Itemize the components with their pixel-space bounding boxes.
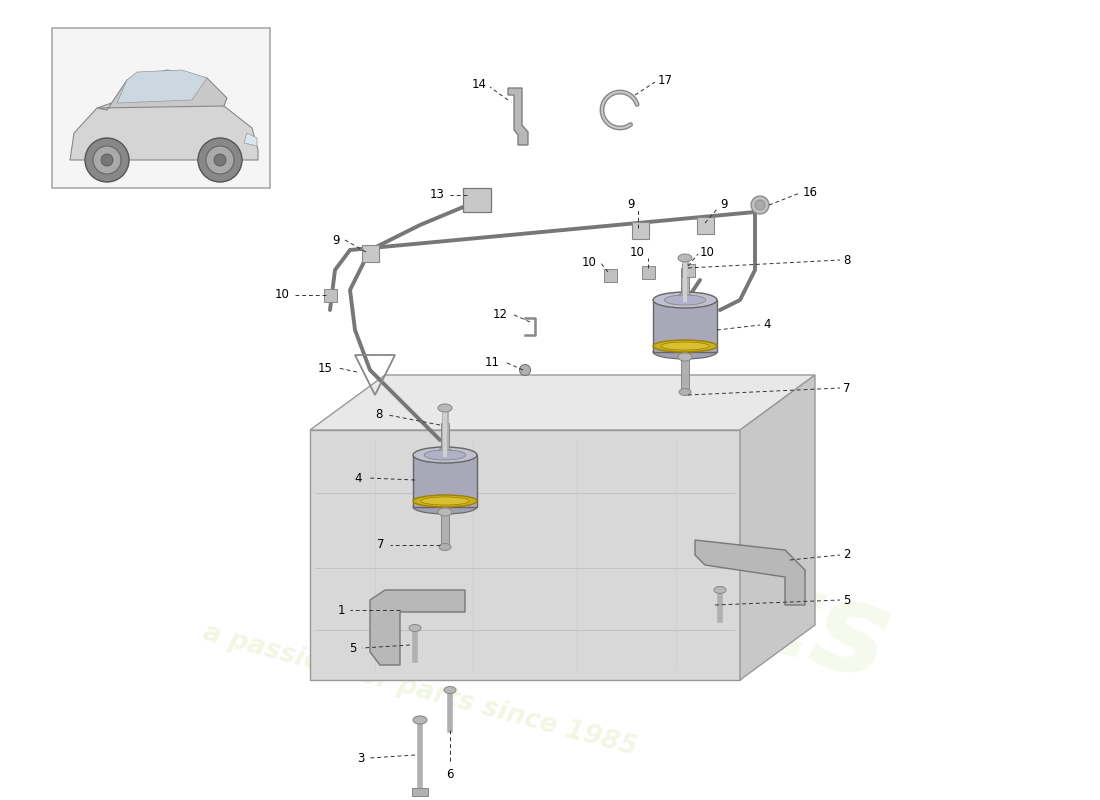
Ellipse shape: [439, 543, 451, 550]
Circle shape: [85, 138, 129, 182]
Ellipse shape: [653, 345, 717, 359]
Ellipse shape: [421, 497, 469, 505]
FancyBboxPatch shape: [681, 268, 689, 298]
FancyBboxPatch shape: [324, 289, 337, 302]
Ellipse shape: [412, 447, 477, 463]
Ellipse shape: [444, 686, 456, 694]
Ellipse shape: [412, 716, 427, 724]
FancyBboxPatch shape: [682, 264, 695, 277]
Text: 10: 10: [630, 246, 645, 258]
Text: 9: 9: [627, 198, 635, 211]
Text: 11: 11: [485, 355, 501, 369]
FancyBboxPatch shape: [463, 188, 491, 212]
Circle shape: [94, 146, 121, 174]
Circle shape: [751, 196, 769, 214]
Ellipse shape: [661, 342, 710, 350]
Ellipse shape: [679, 389, 691, 395]
Text: 4: 4: [354, 471, 362, 485]
Circle shape: [101, 154, 113, 166]
FancyBboxPatch shape: [642, 266, 654, 279]
FancyBboxPatch shape: [696, 217, 714, 234]
Text: 10: 10: [275, 289, 290, 302]
FancyBboxPatch shape: [441, 423, 449, 453]
Ellipse shape: [664, 295, 706, 305]
FancyBboxPatch shape: [412, 788, 428, 796]
Ellipse shape: [412, 500, 477, 514]
Text: 10: 10: [700, 246, 715, 258]
Polygon shape: [508, 88, 528, 145]
FancyBboxPatch shape: [362, 245, 378, 262]
Ellipse shape: [438, 448, 452, 456]
Ellipse shape: [714, 586, 726, 594]
Text: 5: 5: [350, 642, 358, 654]
Circle shape: [214, 154, 225, 166]
Ellipse shape: [438, 404, 452, 412]
FancyBboxPatch shape: [653, 300, 717, 352]
Polygon shape: [695, 540, 805, 605]
Text: 9: 9: [332, 234, 340, 246]
Text: 2: 2: [843, 549, 850, 562]
FancyBboxPatch shape: [681, 357, 689, 392]
Text: 16: 16: [803, 186, 818, 199]
Polygon shape: [310, 430, 740, 680]
Polygon shape: [117, 70, 207, 103]
Ellipse shape: [425, 450, 465, 460]
Polygon shape: [70, 93, 258, 160]
Text: 15: 15: [318, 362, 333, 374]
Text: euro: euro: [310, 402, 747, 658]
Text: 9: 9: [720, 198, 727, 211]
Text: 10: 10: [582, 255, 597, 269]
Text: 4: 4: [763, 318, 770, 331]
FancyBboxPatch shape: [631, 222, 649, 238]
Ellipse shape: [678, 293, 692, 301]
Text: 12: 12: [493, 307, 508, 321]
Circle shape: [755, 200, 764, 210]
Text: 7: 7: [377, 538, 385, 551]
Ellipse shape: [653, 292, 717, 308]
Ellipse shape: [653, 340, 717, 352]
Text: 7: 7: [843, 382, 850, 394]
Text: Parts: Parts: [520, 494, 903, 706]
FancyBboxPatch shape: [441, 512, 449, 547]
FancyBboxPatch shape: [52, 28, 270, 188]
Polygon shape: [310, 375, 815, 430]
Polygon shape: [740, 375, 815, 680]
Text: 1: 1: [338, 603, 345, 617]
Ellipse shape: [412, 495, 477, 507]
FancyBboxPatch shape: [412, 455, 477, 507]
Text: 8: 8: [375, 409, 383, 422]
FancyBboxPatch shape: [604, 269, 617, 282]
Polygon shape: [370, 590, 465, 665]
Text: 3: 3: [358, 751, 365, 765]
Ellipse shape: [409, 625, 421, 631]
Text: 6: 6: [447, 768, 453, 781]
Circle shape: [198, 138, 242, 182]
Ellipse shape: [438, 508, 452, 516]
Text: 13: 13: [430, 189, 446, 202]
Circle shape: [206, 146, 234, 174]
Ellipse shape: [678, 353, 692, 361]
Text: 5: 5: [843, 594, 850, 606]
Ellipse shape: [678, 254, 692, 262]
Text: 14: 14: [472, 78, 487, 90]
Text: 8: 8: [843, 254, 850, 266]
Text: 17: 17: [658, 74, 673, 86]
Polygon shape: [97, 70, 227, 110]
Polygon shape: [244, 133, 257, 146]
Circle shape: [519, 365, 530, 375]
Text: a passion for parts since 1985: a passion for parts since 1985: [200, 619, 640, 761]
